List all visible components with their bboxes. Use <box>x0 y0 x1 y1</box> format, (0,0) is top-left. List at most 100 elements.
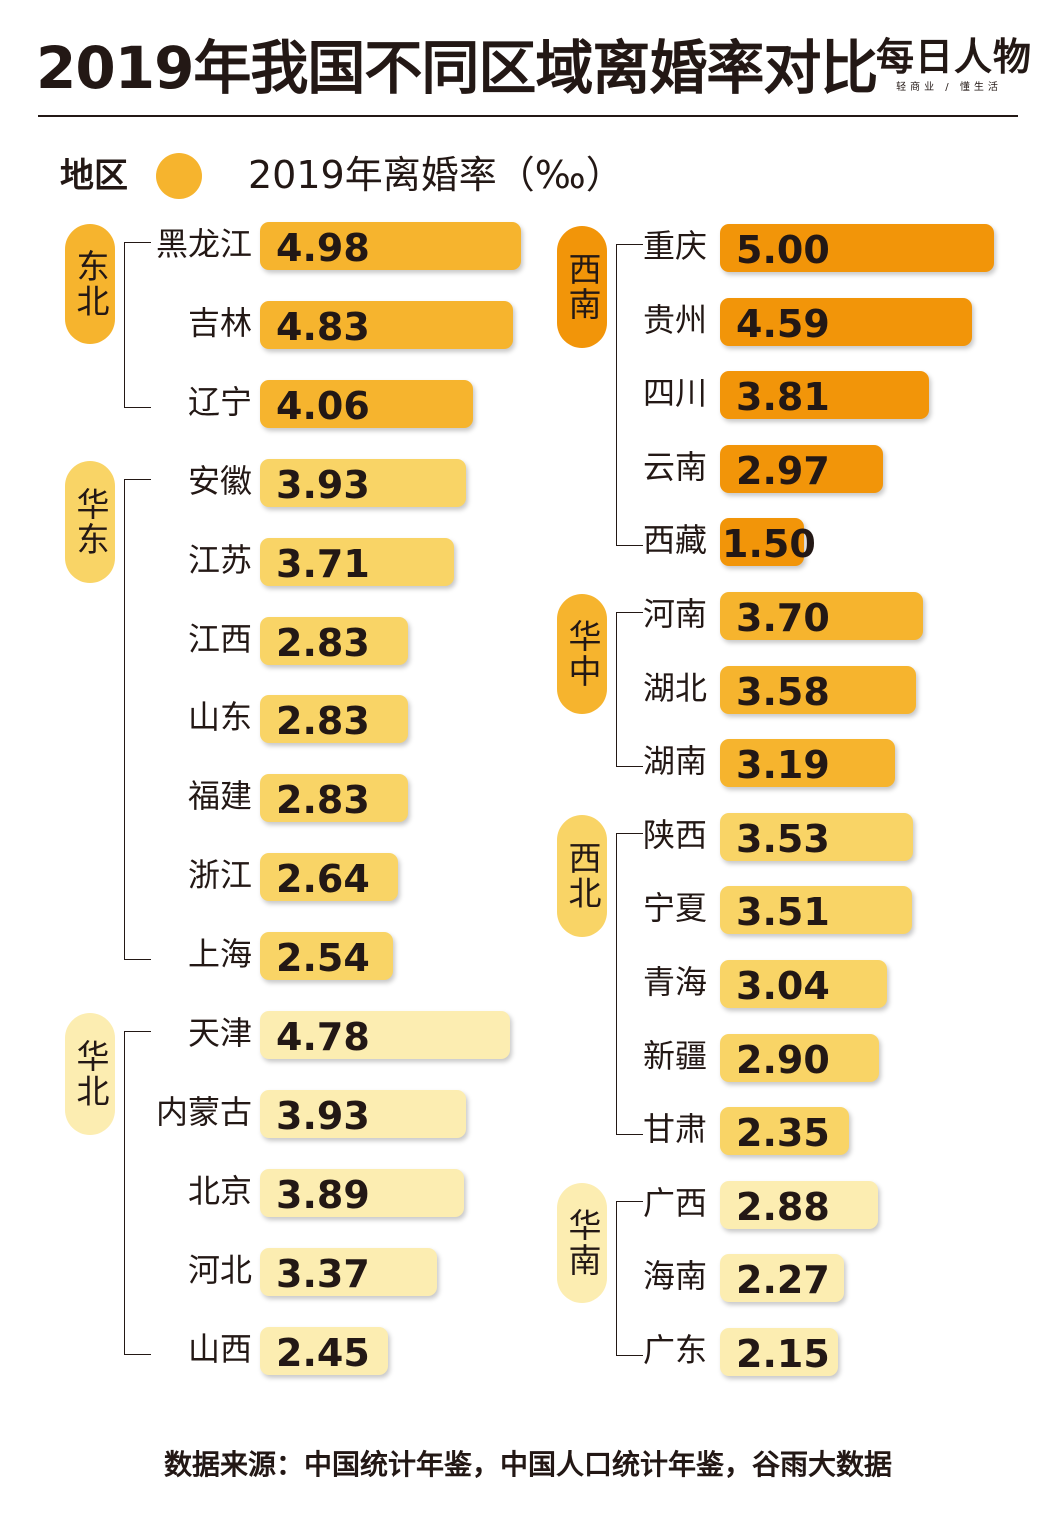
rate-value-label: 2.83 <box>276 699 370 744</box>
rate-bar <box>720 1254 845 1303</box>
region-bracket-3 <box>616 244 643 547</box>
brand-name: 每日人物 <box>876 35 1033 79</box>
rate-value-label: 2.83 <box>276 620 370 665</box>
rate-bar <box>260 774 409 823</box>
rate-bar <box>260 222 521 270</box>
rate-bar <box>260 1247 437 1296</box>
province-label: 广东 <box>642 1331 707 1369</box>
rate-value-label: 3.58 <box>736 669 830 714</box>
rate-value-label: 2.27 <box>736 1258 830 1303</box>
province-label: 内蒙古 <box>155 1092 252 1131</box>
rate-bar <box>260 695 409 744</box>
rate-bar <box>260 853 399 902</box>
province-label: 北京 <box>187 1171 252 1210</box>
province-label: 新疆 <box>642 1036 707 1075</box>
region-bracket-6 <box>616 1200 643 1356</box>
rate-bar <box>720 592 923 640</box>
rate-value-label: 3.37 <box>276 1251 370 1296</box>
rate-value-label: 4.59 <box>736 301 830 346</box>
region-label-0: 东北 <box>65 224 115 344</box>
rate-bar <box>260 1168 464 1217</box>
rate-bar <box>260 1326 389 1375</box>
province-label: 黑龙江 <box>155 225 252 263</box>
province-label: 上海 <box>187 935 252 974</box>
rate-value-label: 3.93 <box>276 1093 370 1138</box>
region-label-2: 华北 <box>65 1013 115 1135</box>
rate-bar <box>720 886 913 935</box>
region-label-3: 西南 <box>557 226 607 348</box>
rate-value-label: 4.83 <box>276 304 370 349</box>
province-label: 四川 <box>642 374 707 413</box>
province-label: 福建 <box>187 777 252 816</box>
region-label-6: 华南 <box>557 1182 607 1303</box>
rate-value-label: 4.06 <box>276 383 370 428</box>
rate-bar <box>720 518 804 567</box>
rate-value-label: 3.70 <box>736 596 830 640</box>
rate-value-label: 4.98 <box>276 226 370 270</box>
rate-bar <box>720 224 994 272</box>
rate-value-label: 3.89 <box>276 1172 370 1217</box>
rate-bar <box>720 960 887 1008</box>
rate-bar <box>260 458 466 507</box>
rate-value-label: 2.54 <box>276 936 370 981</box>
province-label: 江西 <box>187 619 252 658</box>
province-label: 湖南 <box>642 742 707 781</box>
province-label: 宁夏 <box>642 889 707 928</box>
rate-value-label: 2.35 <box>736 1111 830 1156</box>
province-label: 江苏 <box>187 540 252 579</box>
rate-bar <box>260 1011 511 1059</box>
rate-bar <box>260 1089 466 1138</box>
rate-bar <box>720 739 895 788</box>
rate-bar <box>720 812 914 861</box>
rate-bar <box>720 1180 878 1229</box>
rate-value-label: 3.04 <box>736 964 830 1008</box>
region-bracket-0 <box>124 242 151 408</box>
province-label: 山东 <box>187 698 252 737</box>
brand-slogan: 轻商业 / 懂生活 <box>896 82 1002 93</box>
region-label-1: 华东 <box>65 460 115 583</box>
rate-value-label: 2.90 <box>736 1037 830 1082</box>
rate-value-label: 2.83 <box>276 778 370 823</box>
province-label: 重庆 <box>642 227 707 265</box>
rate-value-label: 2.88 <box>736 1184 830 1229</box>
province-label: 河南 <box>642 595 707 633</box>
rate-value-label: 3.51 <box>736 890 830 935</box>
rate-bar <box>720 1328 838 1376</box>
rate-bar <box>260 616 409 665</box>
region-bracket-2 <box>124 1031 151 1355</box>
region-bracket-1 <box>124 478 151 961</box>
legend-rate-label: 2019年离婚率（‰） <box>248 153 624 197</box>
rate-bar <box>720 371 929 420</box>
province-label: 海南 <box>642 1257 707 1296</box>
province-label: 湖北 <box>642 668 707 707</box>
province-label: 广西 <box>642 1183 707 1222</box>
province-label: 浙江 <box>187 856 252 895</box>
page-title: 2019年我国不同区域离婚率对比 <box>36 34 878 102</box>
rate-value-label: 2.45 <box>276 1330 370 1375</box>
brand-logo: 每日人物 轻商业 / 懂生活 <box>876 34 1033 96</box>
rate-bar <box>720 1033 879 1082</box>
province-label: 西藏 <box>642 521 707 560</box>
rate-bar <box>260 932 394 981</box>
region-label-4: 华中 <box>557 594 607 714</box>
rate-value-label: 2.64 <box>276 857 370 902</box>
province-label: 河北 <box>187 1250 252 1289</box>
legend-region-label: 地区 <box>60 156 128 196</box>
province-label: 辽宁 <box>187 382 252 421</box>
province-label: 云南 <box>642 447 707 486</box>
rate-value-label: 5.00 <box>736 228 830 272</box>
province-label: 吉林 <box>187 303 252 342</box>
region-bracket-5 <box>616 832 643 1136</box>
rate-value-label: 3.93 <box>276 462 370 507</box>
province-label: 安徽 <box>187 461 252 500</box>
legend-dot-icon <box>156 153 202 199</box>
rate-value-label: 3.81 <box>736 375 830 420</box>
province-label: 贵州 <box>642 300 707 339</box>
province-label: 甘肃 <box>642 1110 707 1149</box>
rate-value-label: 2.15 <box>736 1332 830 1376</box>
rate-bar <box>260 379 473 428</box>
rate-bar <box>260 537 455 586</box>
rate-bar <box>720 297 972 346</box>
rate-bar <box>260 300 514 349</box>
